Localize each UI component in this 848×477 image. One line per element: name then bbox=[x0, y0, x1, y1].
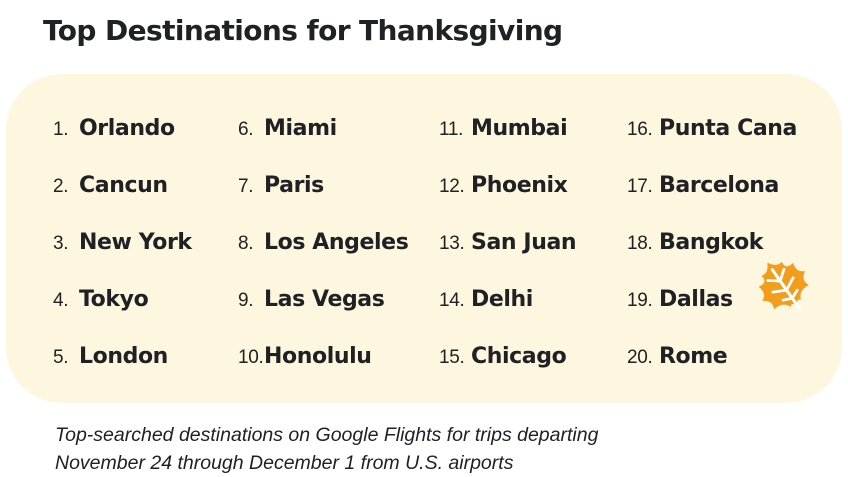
list-item: 9. Las Vegas bbox=[238, 287, 408, 344]
list-item: 18. Bangkok bbox=[627, 230, 797, 287]
rank-number: 15. bbox=[439, 347, 465, 368]
list-item: 2. Cancun bbox=[53, 173, 192, 230]
city-name: Cancun bbox=[79, 173, 168, 198]
city-name: Phoenix bbox=[471, 173, 568, 198]
destinations-panel: 1. Orlando 2. Cancun 3. New York 4. Tokyo 5.… bbox=[6, 74, 842, 403]
rank-number: 8. bbox=[238, 233, 254, 254]
city-name: Miami bbox=[264, 116, 337, 141]
caption-line-1: Top-searched destinations on Google Flig… bbox=[55, 424, 599, 446]
page-title: Top Destinations for Thanksgiving bbox=[43, 14, 563, 47]
rank-number: 4. bbox=[53, 290, 69, 311]
list-item: 8. Los Angeles bbox=[238, 230, 409, 287]
list-item: 12. Phoenix bbox=[439, 173, 576, 230]
rank-number: 7. bbox=[238, 176, 254, 197]
rank-number: 2. bbox=[53, 176, 69, 197]
city-name: Tokyo bbox=[79, 287, 149, 312]
city-name: New York bbox=[79, 230, 192, 255]
list-item: 7. Paris bbox=[238, 173, 408, 230]
list-item: 6. Miami bbox=[238, 116, 408, 173]
rank-number: 20. bbox=[627, 347, 653, 368]
list-item: 16. Punta Cana bbox=[627, 116, 797, 173]
list-item: 20. Rome bbox=[627, 344, 797, 401]
rank-number: 17. bbox=[627, 176, 653, 197]
city-name: Paris bbox=[264, 173, 324, 198]
destinations-column-4: 16. Punta Cana 17. Barcelona 18. Bangkok 19… bbox=[627, 116, 797, 401]
city-name: Orlando bbox=[79, 116, 175, 141]
city-name: San Juan bbox=[471, 230, 577, 255]
city-name: Honolulu bbox=[264, 344, 372, 369]
list-item: 3. New York bbox=[53, 230, 192, 287]
caption-line-2: November 24 through December 1 from U.S.… bbox=[55, 452, 514, 474]
destinations-column-3: 11. Mumbai 12. Phoenix 13. San Juan 14. Delh… bbox=[439, 116, 577, 401]
city-name: Bangkok bbox=[659, 230, 764, 255]
city-name: Mumbai bbox=[471, 116, 568, 141]
city-name: Dallas bbox=[659, 287, 733, 312]
rank-number: 19. bbox=[627, 290, 653, 311]
list-item: 5. London bbox=[53, 344, 192, 401]
rank-number: 16. bbox=[627, 119, 653, 140]
rank-number: 9. bbox=[238, 290, 254, 311]
list-item: 10. Honolulu bbox=[238, 344, 408, 401]
rank-number: 14. bbox=[439, 290, 465, 311]
city-name: Los Angeles bbox=[264, 230, 409, 255]
list-item: 15. Chicago bbox=[439, 344, 576, 401]
city-name: Chicago bbox=[471, 344, 567, 369]
rank-number: 13. bbox=[439, 233, 465, 254]
list-item: 17. Barcelona bbox=[627, 173, 797, 230]
list-item: 4. Tokyo bbox=[53, 287, 192, 344]
rank-number: 1. bbox=[53, 119, 69, 140]
list-item: 11. Mumbai bbox=[439, 116, 576, 173]
list-item: 1. Orlando bbox=[53, 116, 192, 173]
destinations-column-1: 1. Orlando 2. Cancun 3. New York 4. Tokyo 5.… bbox=[53, 116, 192, 401]
city-name: Las Vegas bbox=[264, 287, 385, 312]
rank-number: 12. bbox=[439, 176, 465, 197]
list-item: 19. Dallas bbox=[627, 287, 797, 344]
caption: Top-searched destinations on Google Flig… bbox=[55, 421, 598, 477]
rank-number: 11. bbox=[439, 119, 464, 140]
rank-number: 18. bbox=[627, 233, 653, 254]
destinations-column-2: 6. Miami 7. Paris 8. Los Angeles 9. Las Vega… bbox=[238, 116, 409, 401]
city-name: Rome bbox=[659, 344, 728, 369]
city-name: Barcelona bbox=[659, 173, 779, 198]
rank-number: 5. bbox=[53, 347, 69, 368]
rank-number: 3. bbox=[53, 233, 69, 254]
city-name: London bbox=[79, 344, 168, 369]
city-name: Delhi bbox=[471, 287, 533, 312]
city-name: Punta Cana bbox=[659, 116, 797, 141]
list-item: 13. San Juan bbox=[439, 230, 577, 287]
rank-number: 6. bbox=[238, 119, 254, 140]
rank-number: 10. bbox=[238, 347, 264, 368]
autumn-leaf-icon bbox=[758, 261, 809, 311]
list-item: 14. Delhi bbox=[439, 287, 576, 344]
